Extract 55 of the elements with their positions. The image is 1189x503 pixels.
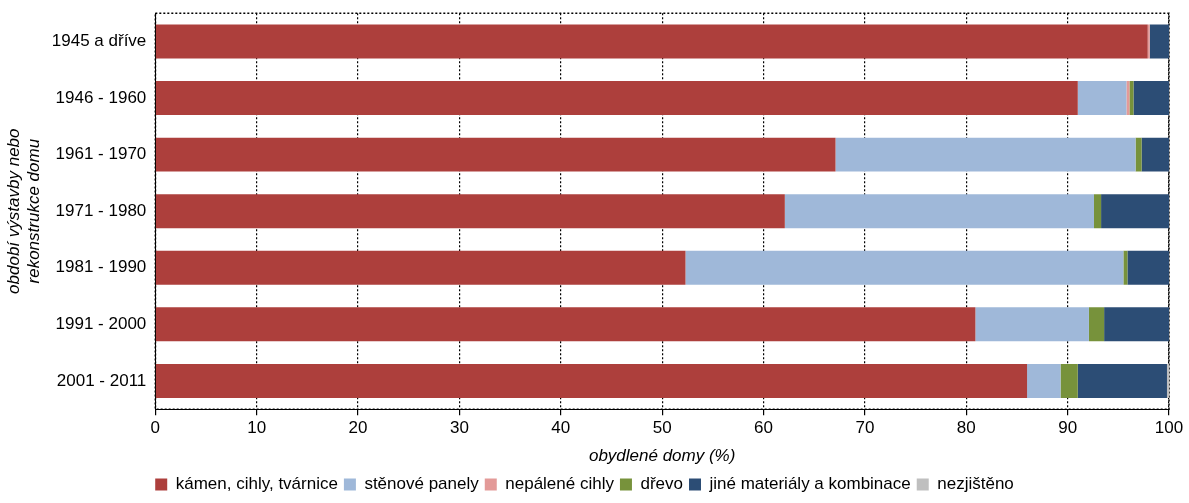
x-tick-label: 80 xyxy=(956,418,976,438)
bar xyxy=(1077,363,1167,398)
y-tick-label: 1946 - 1960 xyxy=(55,87,147,107)
x-tick-label: 30 xyxy=(449,418,469,438)
bar xyxy=(1093,194,1102,229)
bar xyxy=(1149,24,1169,59)
x-tick-label: 0 xyxy=(150,418,161,438)
y-tick-label: 1961 - 1970 xyxy=(55,144,147,164)
bar xyxy=(1141,137,1169,172)
y-tick-label: 1945 a dříve xyxy=(51,31,147,51)
x-tick-label: 70 xyxy=(855,418,875,438)
legend-label: stěnové panely xyxy=(364,474,480,494)
y-tick-label: 1991 - 2000 xyxy=(55,314,147,334)
bar xyxy=(1077,81,1127,116)
bar xyxy=(1129,81,1134,116)
x-tick-label: 90 xyxy=(1058,418,1078,438)
bar xyxy=(1135,137,1142,172)
bar xyxy=(1101,194,1169,229)
x-tick-label: 20 xyxy=(348,418,368,438)
y-tick-label: 2001 - 2011 xyxy=(56,370,147,390)
bar xyxy=(155,137,836,172)
y-tick-label: 1981 - 1990 xyxy=(55,257,147,277)
bar xyxy=(1147,24,1150,59)
bar xyxy=(1133,81,1169,116)
legend-label: kámen, cihly, tvárnice xyxy=(175,474,338,494)
bar xyxy=(155,363,1028,398)
bar xyxy=(155,81,1078,116)
bar xyxy=(1088,307,1105,342)
bar xyxy=(1166,363,1169,398)
bar xyxy=(1126,81,1130,116)
bar xyxy=(1127,250,1169,285)
x-tick-label: 40 xyxy=(551,418,571,438)
legend-label: nepálené cihly xyxy=(505,474,615,494)
x-axis-title: obydlené domy (%) xyxy=(588,445,736,465)
bar xyxy=(155,307,976,342)
legend-label: nezjištěno xyxy=(937,474,1014,494)
bar xyxy=(1060,363,1078,398)
x-tick-label: 60 xyxy=(754,418,773,438)
y-tick-label: 1971 - 1980 xyxy=(55,200,147,220)
bar xyxy=(155,194,785,229)
bar xyxy=(1104,307,1169,342)
legend-label: dřevo xyxy=(640,474,683,494)
legend-label: jiné materiály a kombinace xyxy=(708,474,911,494)
bar xyxy=(835,137,1136,172)
bar xyxy=(685,250,1124,285)
bar xyxy=(155,250,686,285)
bar xyxy=(784,194,1094,229)
bar xyxy=(155,24,1148,59)
bar xyxy=(1027,363,1061,398)
x-tick-label: 10 xyxy=(247,418,267,438)
bar xyxy=(975,307,1089,342)
x-tick-label: 100 xyxy=(1154,418,1184,438)
bar xyxy=(1123,250,1128,285)
y-axis-title: období výstavby nebo rekonstrukce domu xyxy=(3,128,44,294)
x-tick-label: 50 xyxy=(652,418,672,438)
